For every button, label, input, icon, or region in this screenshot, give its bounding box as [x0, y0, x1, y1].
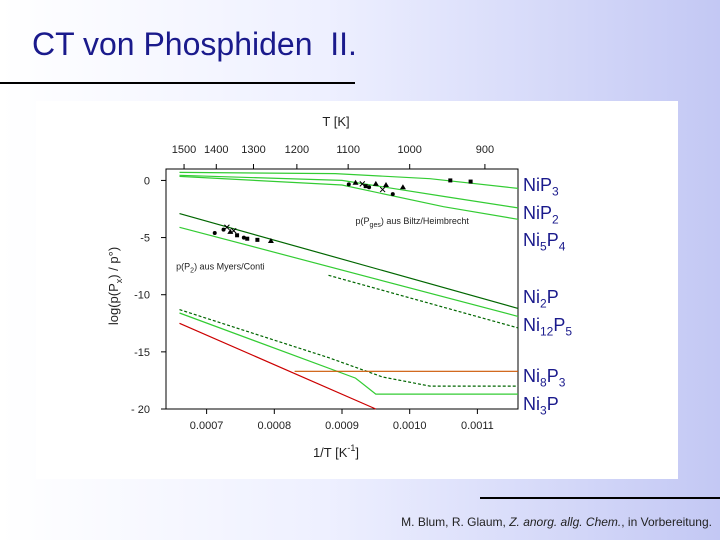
species-label-3-1: Ni3P: [523, 393, 559, 418]
marker-dot-0: [346, 182, 351, 187]
citation-authors: M. Blum, R. Glaum,: [401, 515, 510, 529]
species-label-3-0: Ni8P3: [523, 366, 566, 390]
marker-dot-1: [367, 185, 372, 190]
data-markers: [212, 178, 473, 243]
top-tick-label-1: 1400: [204, 144, 228, 156]
slide-title: CT von Phosphiden II.: [32, 26, 357, 62]
top-axis-label: T [K]: [322, 114, 349, 129]
y-tick-label-1: -5: [140, 233, 150, 245]
series-lines: [179, 171, 519, 410]
marker-square-3: [235, 233, 240, 238]
species-labels-group-1: NiP3 NiP2 Ni5P4: [523, 175, 565, 258]
marker-dot-2: [390, 192, 395, 197]
series-line-9: [179, 322, 377, 410]
marker-cross-0: [359, 181, 366, 187]
species-label-2-1: Ni12P5: [523, 314, 573, 339]
marker-dot-3: [212, 231, 217, 235]
species-label-1-0: NiP3: [523, 175, 559, 199]
series-line-1: [179, 174, 519, 209]
species-label-2-0: Ni2P: [523, 287, 559, 311]
x-tick-label-0: 0.0007: [190, 420, 224, 432]
marker-cross-3: [230, 227, 237, 234]
y-tick-label-4: - 20: [131, 404, 150, 416]
species-label-1-1: NiP2: [523, 202, 559, 227]
chart-panel: 0.0007 0.0008 0.0009 0.0010 0.0011 0 -5 -10 -15 -…: [36, 101, 678, 479]
series-line-5: [328, 274, 519, 329]
x-tick-label-4: 0.0011: [461, 420, 494, 432]
y-tick-label-2: -10: [134, 290, 150, 302]
x-tick-label-2: 0.0009: [325, 420, 359, 432]
y-axis-label: log(p(Px) / p°): [106, 247, 124, 325]
species-labels-group-2: Ni2P Ni12P5: [523, 287, 572, 342]
marker-triangle-2: [383, 182, 389, 187]
phase-diagram-chart: 0.0007 0.0008 0.0009 0.0010 0.0011 0 -5 -10 -15 -…: [106, 114, 519, 460]
top-tick-label-0: 1500: [172, 144, 196, 156]
annotation-0: p(Pges) aus Biltz/Heimbrecht: [356, 216, 470, 229]
series-line-6: [179, 309, 518, 387]
marker-triangle-1: [372, 180, 379, 186]
x-axis-label: 1/T [K-1]: [313, 443, 359, 460]
marker-triangle-4: [267, 238, 274, 243]
top-tick-label-2: 1300: [241, 144, 265, 156]
citation-status: , in Vorbereitung.: [621, 515, 712, 529]
citation-journal: Z. anorg. allg. Chem.: [509, 515, 622, 529]
annotation-1: p(P2) aus Myers/Conti: [176, 262, 264, 275]
species-label-1-2: Ni5P4: [523, 230, 566, 254]
y-tick-label-0: 0: [144, 175, 150, 187]
marker-dot-4: [241, 235, 246, 240]
axis-ticks: 0.0007 0.0008 0.0009 0.0010 0.0011 0 -5 -10 -15 -…: [131, 144, 494, 432]
top-tick-label-3: 1200: [285, 144, 309, 156]
marker-triangle-3: [399, 184, 406, 190]
series-line-0: [179, 171, 519, 189]
marker-square-4: [245, 236, 250, 241]
x-tick-label-3: 0.0010: [393, 420, 427, 432]
marker-triangle-0: [352, 179, 359, 185]
marker-cross-2: [224, 224, 230, 231]
series-line-3: [179, 213, 519, 309]
y-tick-label-3: -15: [134, 347, 150, 359]
footer-rule: [480, 497, 720, 499]
top-tick-label-5: 1000: [397, 144, 421, 156]
marker-cross-1: [379, 186, 386, 193]
marker-dot-5: [221, 227, 226, 232]
title-underline: [0, 82, 355, 84]
annotations: p(Pges) aus Biltz/Heimbrecht p(P2) aus My…: [176, 216, 469, 275]
marker-square-1: [448, 178, 453, 183]
marker-square-2: [468, 179, 473, 184]
top-tick-label-4: 1100: [336, 144, 360, 156]
series-line-7: [179, 312, 518, 395]
species-labels-group-3: Ni8P3 Ni3P: [523, 366, 565, 421]
marker-square-0: [363, 184, 368, 189]
series-line-4: [179, 226, 519, 317]
citation: M. Blum, R. Glaum, Z. anorg. allg. Chem.…: [401, 515, 712, 529]
x-tick-label-1: 0.0008: [257, 420, 291, 432]
marker-square-5: [255, 237, 260, 242]
top-tick-label-6: 900: [476, 144, 494, 156]
